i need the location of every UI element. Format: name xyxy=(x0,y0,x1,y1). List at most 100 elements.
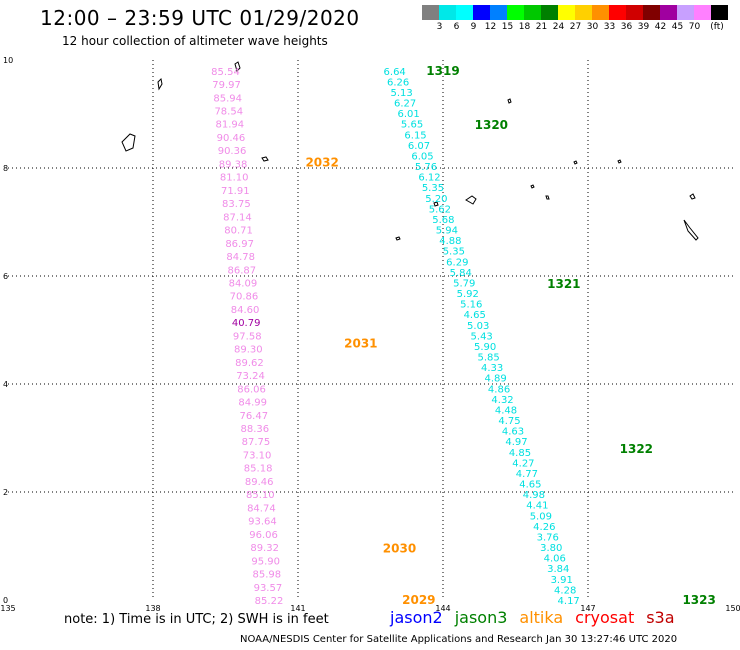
wave-height-label: 4.86 xyxy=(488,384,510,395)
wave-height-label: 73.24 xyxy=(236,371,265,382)
wave-height-label: 76.47 xyxy=(239,411,268,422)
wave-height-label: 4.32 xyxy=(491,395,513,406)
wave-height-label: 5.09 xyxy=(530,511,552,522)
credit-line: NOAA/NESDIS Center for Satellite Applica… xyxy=(240,634,678,645)
lon-tick-label: 141 xyxy=(290,604,305,613)
wave-height-label: 5.79 xyxy=(453,278,475,289)
wave-height-label: 6.01 xyxy=(397,109,419,120)
wave-height-label: 85.98 xyxy=(253,570,282,581)
wave-height-label: 5.94 xyxy=(436,226,458,237)
satellite-name: altika xyxy=(519,608,564,627)
wave-height-label: 84.99 xyxy=(238,398,267,409)
footnote: note: 1) Time is in UTC; 2) SWH is in fe… xyxy=(64,612,329,627)
scale-label: 9 xyxy=(470,22,477,32)
island-outlines xyxy=(121,61,699,241)
wave-height-label: 89.62 xyxy=(235,358,264,369)
lat-lon-grid xyxy=(8,60,733,600)
axis-tick-labels: 135 138 141 144 147 150 10 8 6 4 2 0 xyxy=(0,56,740,613)
scale-unit: (ft) xyxy=(710,22,724,32)
wave-height-label: 87.14 xyxy=(223,212,252,223)
island-outline xyxy=(507,98,512,104)
scale-label: 6 xyxy=(453,22,460,32)
scale-swatch xyxy=(609,5,626,20)
wave-height-label: 70.86 xyxy=(230,292,259,303)
wave-height-label: 97.58 xyxy=(233,331,262,342)
map-subtitle: 12 hour collection of altimeter wave hei… xyxy=(62,34,328,48)
scale-swatch xyxy=(643,5,660,20)
lat-tick-label: 4 xyxy=(3,380,8,389)
scale-swatch xyxy=(711,5,728,20)
scale-label: 45 xyxy=(671,22,684,32)
scale-label: 12 xyxy=(484,22,497,32)
pass-number-label: 2029 xyxy=(402,593,435,607)
wave-height-label: 3.84 xyxy=(547,564,569,575)
scale-label: 24 xyxy=(552,22,565,32)
wave-height-label: 6.15 xyxy=(404,130,426,141)
wave-height-label: 6.05 xyxy=(411,151,433,162)
lon-tick-label: 144 xyxy=(435,604,450,613)
wave-height-label: 6.07 xyxy=(408,141,430,152)
wave-height-label: 4.26 xyxy=(533,522,555,533)
scale-label: 3 xyxy=(436,22,443,32)
wave-height-label: 5.35 xyxy=(422,183,444,194)
wave-height-label: 5.65 xyxy=(401,120,423,131)
scale-swatch xyxy=(422,5,439,20)
scale-label: 70 xyxy=(688,22,701,32)
lat-tick-label: 2 xyxy=(3,488,8,497)
wave-height-label: 5.90 xyxy=(474,342,496,353)
island-outline xyxy=(530,184,535,189)
island-outline xyxy=(157,77,163,91)
scale-swatch xyxy=(524,5,541,20)
island-outline xyxy=(689,193,696,200)
scale-swatch xyxy=(490,5,507,20)
wave-height-label: 85.18 xyxy=(244,464,273,475)
island-outline xyxy=(395,236,401,241)
wave-height-label: 6.12 xyxy=(418,173,440,184)
wave-height-label: 5.03 xyxy=(467,321,489,332)
pass-number-label: 1319 xyxy=(426,64,459,78)
wave-height-label: 4.41 xyxy=(526,501,548,512)
wave-height-label: 3.76 xyxy=(537,532,559,543)
wave-height-label: 4.63 xyxy=(502,427,524,438)
wave-height-label: 5.85 xyxy=(477,353,499,364)
lat-tick-label: 10 xyxy=(3,56,13,65)
wave-height-label: 85.54 xyxy=(211,67,240,78)
wave-height-label: 89.46 xyxy=(245,477,274,488)
wave-height-label: 4.33 xyxy=(481,363,503,374)
wave-height-label: 6.26 xyxy=(387,77,409,88)
wave-height-label: 4.17 xyxy=(558,596,580,607)
satellite-name: s3a xyxy=(646,608,675,627)
wave-height-label: 85.22 xyxy=(255,596,284,607)
wave-height-label: 4.06 xyxy=(544,554,566,565)
wave-height-label: 5.92 xyxy=(457,289,479,300)
scale-label: 30 xyxy=(586,22,599,32)
wave-height-label: 84.09 xyxy=(229,278,258,289)
pass-number-label: 2030 xyxy=(383,542,416,556)
pass-number-label: 1320 xyxy=(475,118,508,132)
wave-height-label: 3.91 xyxy=(551,575,573,586)
wave-height-label: 5.62 xyxy=(429,204,451,215)
wave-height-label: 5.13 xyxy=(390,88,412,99)
wave-height-label: 5.35 xyxy=(443,247,465,258)
wave-height-label: 78.54 xyxy=(214,106,243,117)
wave-height-label: 87.75 xyxy=(242,437,271,448)
scale-label: 18 xyxy=(518,22,531,32)
wave-height-label: 85.10 xyxy=(246,490,275,501)
scale-label: 15 xyxy=(501,22,514,32)
island-outline xyxy=(261,156,269,162)
wave-height-label: 5.43 xyxy=(471,331,493,342)
scale-label: 42 xyxy=(654,22,667,32)
pass-number-label: 2031 xyxy=(344,337,377,351)
scale-swatch xyxy=(575,5,592,20)
pass-number-label: 1323 xyxy=(682,593,715,607)
scale-label: 27 xyxy=(569,22,582,32)
pass-number-label: 1322 xyxy=(620,442,653,456)
wave-height-label: 5.68 xyxy=(432,215,454,226)
wave-height-label: 89.32 xyxy=(250,543,279,554)
island-outline xyxy=(617,159,622,164)
wave-height-label: 81.94 xyxy=(216,120,245,131)
scale-swatch xyxy=(439,5,456,20)
island-outline xyxy=(234,61,241,72)
lat-tick-label: 6 xyxy=(3,272,8,281)
wave-height-label: 73.10 xyxy=(243,450,272,461)
